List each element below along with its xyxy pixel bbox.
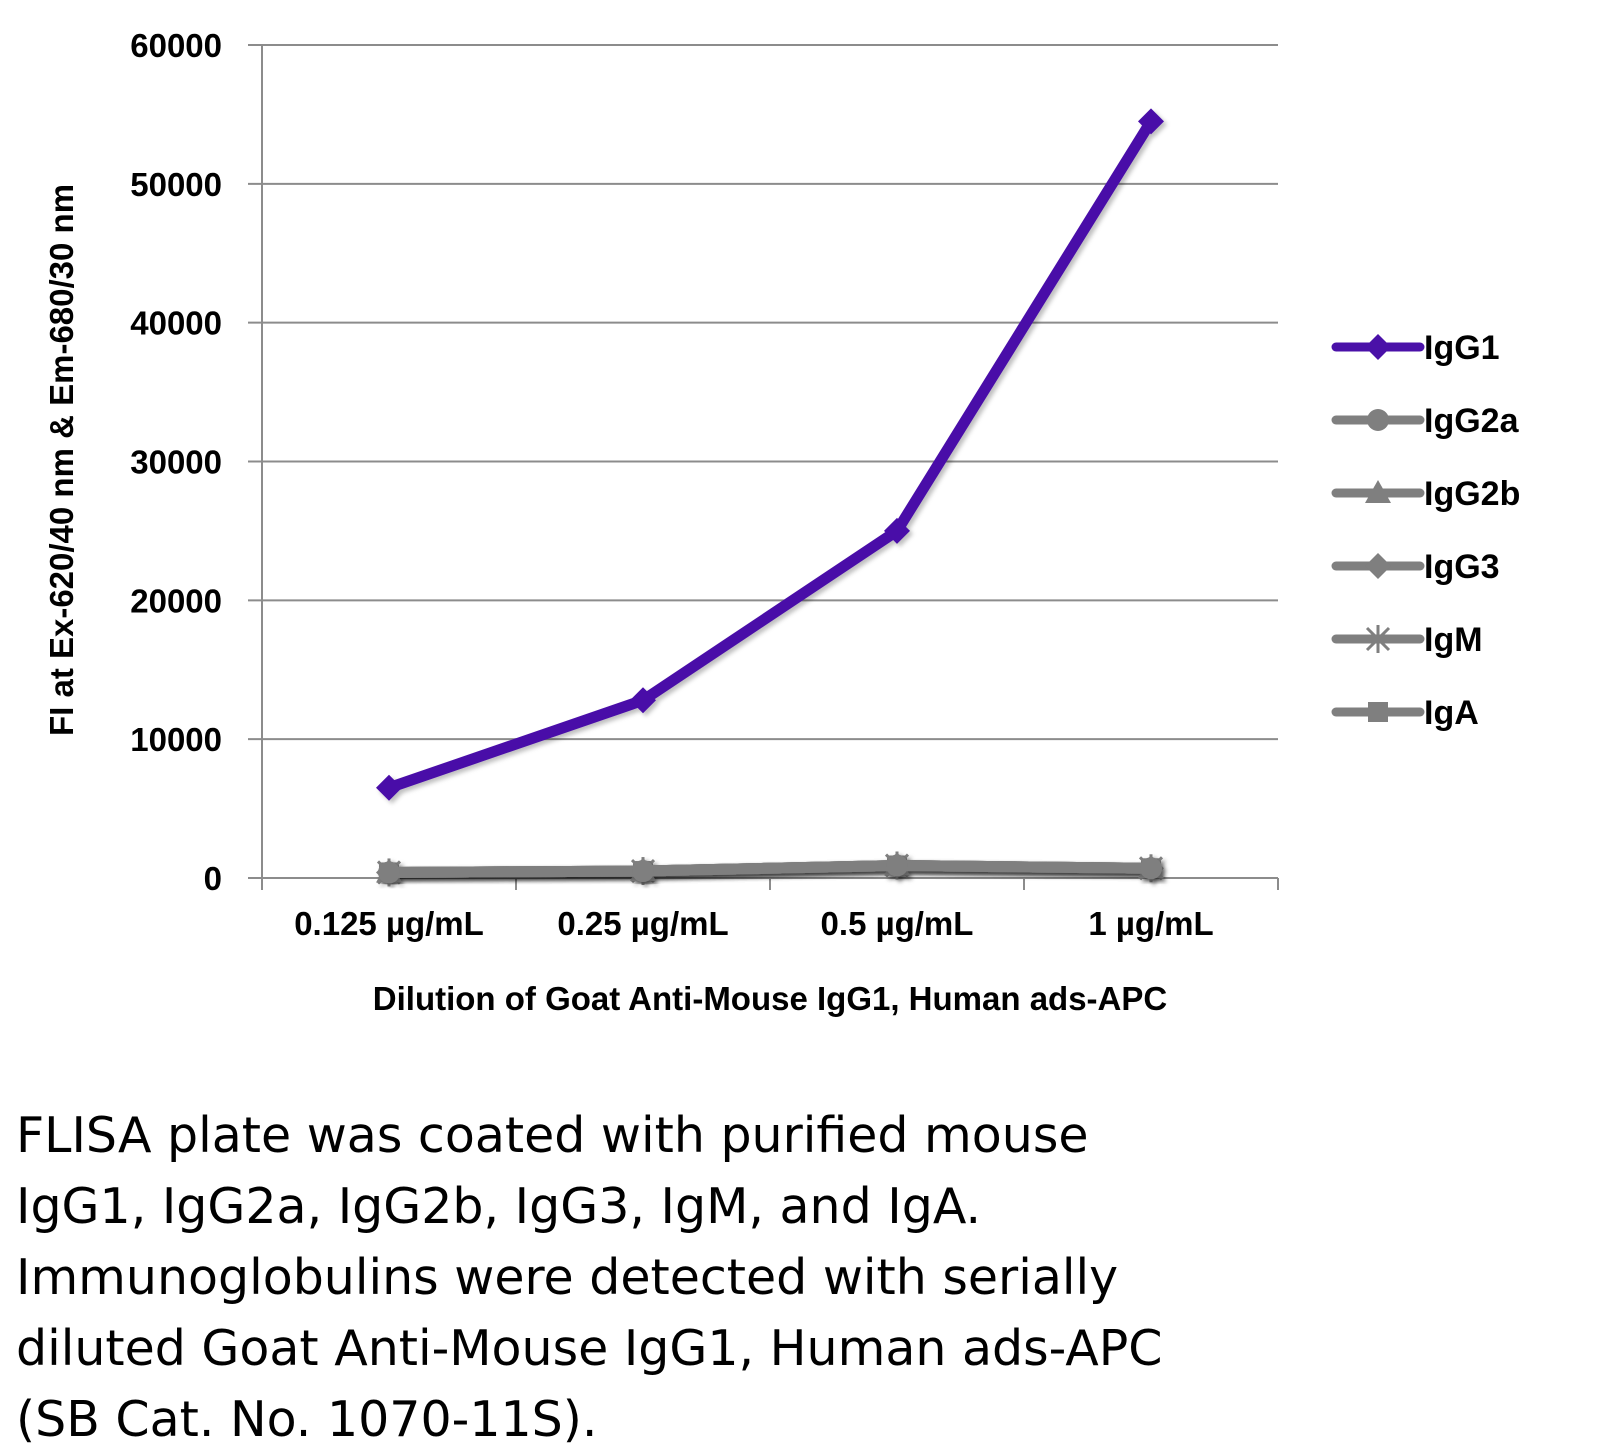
caption-line: diluted Goat Anti-Mouse IgG1, Human ads-… bbox=[16, 1320, 1163, 1377]
y-tick-label: 60000 bbox=[130, 27, 222, 64]
point-igg1 bbox=[884, 517, 910, 544]
x-axis-title: Dilution of Goat Anti-Mouse IgG1, Human … bbox=[373, 980, 1167, 1017]
chart: 0 10000 20000 30000 40000 50000 60000 0.125 µg… bbox=[43, 27, 1520, 1017]
legend-label: IgG2b bbox=[1424, 475, 1520, 513]
legend-item-igg2a: IgG2a bbox=[1331, 402, 1520, 440]
y-tick-label: 30000 bbox=[130, 444, 222, 481]
point-igg2a bbox=[1140, 857, 1162, 880]
legend-item-igg1: IgG1 bbox=[1331, 329, 1500, 367]
legend-item-iga: IgA bbox=[1331, 694, 1479, 732]
legend-item-igm: IgM bbox=[1331, 621, 1483, 659]
y-axis-title: FI at Ex-620/40 nm & Em-680/30 nm bbox=[43, 184, 80, 736]
y-tick-label: 40000 bbox=[130, 305, 222, 342]
x-tick-label: 0.5 µg/mL bbox=[821, 905, 974, 942]
legend-label: IgG3 bbox=[1424, 548, 1500, 586]
line-igg2a bbox=[383, 860, 1157, 878]
y-tick-label: 20000 bbox=[130, 582, 222, 619]
y-tick-label: 0 bbox=[204, 860, 222, 897]
point-igg1 bbox=[376, 774, 402, 801]
legend-label: IgG1 bbox=[1424, 329, 1500, 367]
legend-marker bbox=[1365, 480, 1391, 503]
x-tick-label: 0.125 µg/mL bbox=[294, 905, 484, 942]
legend-marker bbox=[1367, 409, 1389, 431]
point-igg2a bbox=[378, 861, 400, 884]
legend-label: IgA bbox=[1424, 694, 1479, 732]
x-tick-label: 1 µg/mL bbox=[1088, 905, 1213, 942]
series-igg1 bbox=[376, 108, 1164, 801]
y-tick-label: 50000 bbox=[130, 166, 222, 203]
x-tick-label: 0.25 µg/mL bbox=[557, 905, 728, 942]
legend-item-igg3: IgG3 bbox=[1331, 548, 1500, 586]
legend-marker bbox=[1365, 553, 1391, 579]
legend-label: IgG2a bbox=[1424, 402, 1520, 440]
figure-caption: FLISA plate was coated with purified mou… bbox=[16, 1100, 1576, 1455]
series-igg2a bbox=[378, 854, 1162, 884]
caption-line: IgG1, IgG2a, IgG2b, IgG3, IgM, and IgA. bbox=[16, 1178, 982, 1235]
y-tick-label: 10000 bbox=[130, 721, 222, 758]
point-igg2a bbox=[886, 854, 908, 877]
axes bbox=[248, 45, 1279, 890]
y-tick-labels: 0 10000 20000 30000 40000 50000 60000 bbox=[130, 27, 222, 897]
legend-marker bbox=[1365, 625, 1391, 653]
point-igg2a bbox=[632, 860, 654, 883]
legend: IgG1 IgG2a IgG2b IgG3 IgM IgA bbox=[1331, 329, 1520, 732]
point-igg1 bbox=[1138, 108, 1164, 135]
series-layer bbox=[376, 108, 1164, 887]
x-tick-labels: 0.125 µg/mL 0.25 µg/mL 0.5 µg/mL 1 µg/mL bbox=[294, 905, 1213, 942]
legend-item-igg2b: IgG2b bbox=[1331, 475, 1520, 513]
caption-line: FLISA plate was coated with purified mou… bbox=[16, 1107, 1089, 1164]
legend-marker bbox=[1365, 334, 1391, 360]
legend-marker bbox=[1368, 702, 1388, 722]
point-igg1 bbox=[630, 687, 656, 714]
caption-line: (SB Cat. No. 1070-11S). bbox=[16, 1391, 598, 1448]
line-igg1 bbox=[383, 115, 1157, 794]
caption-line: Immunoglobulins were detected with seria… bbox=[16, 1249, 1119, 1306]
legend-label: IgM bbox=[1424, 621, 1483, 659]
gridlines bbox=[248, 44, 1278, 741]
